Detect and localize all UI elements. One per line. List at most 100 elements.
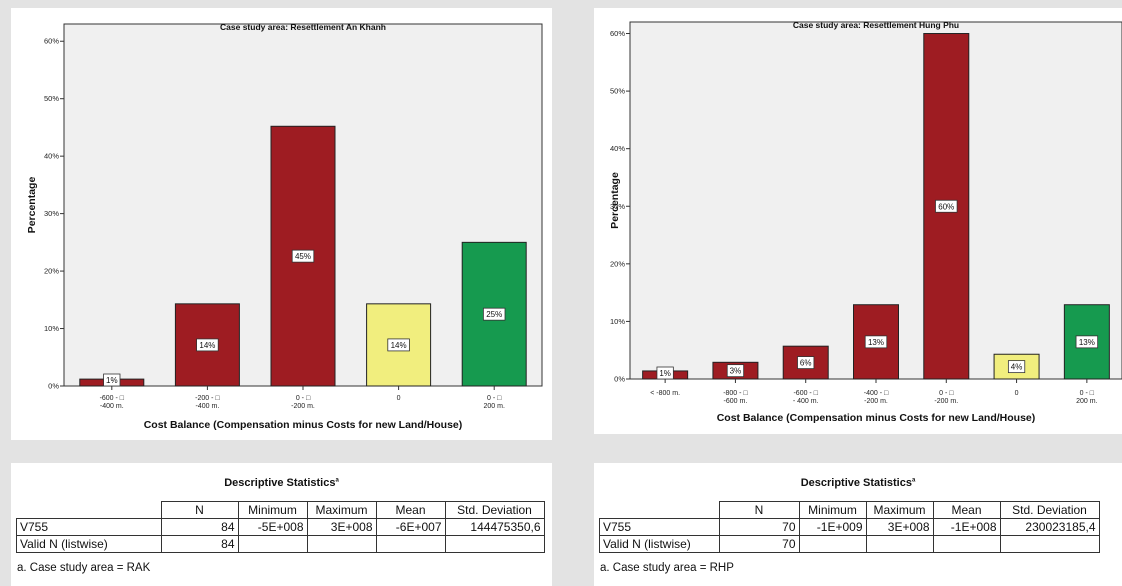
chart-title: Case study area: Resettlement Hung Phu xyxy=(793,20,959,30)
header-cell-std-deviation: Std. Deviation xyxy=(999,501,1100,519)
y-tick-label: 30% xyxy=(610,202,625,211)
x-tick-label: 0 xyxy=(1015,390,1019,397)
x-tick-label: < -800 m. xyxy=(650,390,680,397)
x-tick-label: -800 - □ xyxy=(723,390,748,397)
y-tick-label: 40% xyxy=(44,152,59,161)
cell-maximum xyxy=(306,535,377,553)
data-label: 1% xyxy=(659,369,671,378)
cell-minimum xyxy=(798,535,867,553)
data-label: 6% xyxy=(800,359,812,368)
y-tick-label: 50% xyxy=(44,94,59,103)
chart-panel-an-khanh: Case study area: Resettlement An Khanh 0%… xyxy=(11,8,552,440)
data-label: 4% xyxy=(1011,363,1023,372)
table-footnote: a. Case study area = RHP xyxy=(600,562,734,574)
data-label-box xyxy=(1007,360,1026,374)
data-label: 25% xyxy=(486,310,502,319)
cell-std-deviation xyxy=(999,535,1100,553)
data-label: 14% xyxy=(391,341,407,350)
descriptive-statistics-table: N Minimum Maximum Mean Std. Deviation V7… xyxy=(16,501,545,553)
header-cell-blank xyxy=(16,501,162,519)
row-label: V755 xyxy=(599,518,720,536)
bar xyxy=(782,345,829,380)
cell-n: 84 xyxy=(160,535,239,553)
row-label: Valid N (listwise) xyxy=(16,535,162,553)
table-footnote: a. Case study area = RAK xyxy=(17,562,151,574)
cell-n: 84 xyxy=(160,518,239,536)
table-header-row: N Minimum Maximum Mean Std. Deviation xyxy=(16,501,545,519)
x-tick-label: 0 - □ xyxy=(296,395,311,402)
cell-mean xyxy=(932,535,1001,553)
cell-maximum xyxy=(865,535,934,553)
data-label: 13% xyxy=(1079,338,1095,347)
x-tick-label: 0 - □ xyxy=(487,395,502,402)
x-tick-label: - 400 m. xyxy=(793,398,819,405)
x-axis-label: Cost Balance (Compensation minus Costs f… xyxy=(144,419,463,431)
x-tick-label: -200 m. xyxy=(291,403,315,410)
chart-panel-hung-phu: Case study area: Resettlement Hung Phu 0%… xyxy=(594,8,1122,434)
stats-panel-rhp: Descriptive Statisticsa N Minimum Maximu… xyxy=(594,463,1122,586)
data-label-box xyxy=(387,338,410,352)
header-cell-minimum: Minimum xyxy=(798,501,867,519)
y-tick-label: 20% xyxy=(610,259,625,268)
y-axis-label: Percentage xyxy=(609,172,621,229)
data-label: 14% xyxy=(199,341,215,350)
cell-minimum xyxy=(237,535,308,553)
descriptive-statistics-table: N Minimum Maximum Mean Std. Deviation V7… xyxy=(599,501,1100,553)
header-cell-mean: Mean xyxy=(932,501,1001,519)
x-tick-label: -600 m. xyxy=(724,398,748,405)
header-cell-minimum: Minimum xyxy=(237,501,308,519)
x-tick-label: 0 xyxy=(397,395,401,402)
x-tick-label: -400 m. xyxy=(196,403,220,410)
cell-minimum: -5E+008 xyxy=(237,518,308,536)
x-tick-label: 200 m. xyxy=(1076,398,1097,405)
bar-chart-an-khanh: Case study area: Resettlement An Khanh 0%… xyxy=(26,22,543,431)
y-tick-label: 10% xyxy=(44,324,59,333)
x-tick-label: 0 - □ xyxy=(939,390,954,397)
header-cell-maximum: Maximum xyxy=(306,501,377,519)
header-cell-blank xyxy=(599,501,720,519)
stats-title: Descriptive Statisticsa xyxy=(224,477,339,489)
stats-title: Descriptive Statisticsa xyxy=(800,477,916,489)
x-tick-label: 0 - □ xyxy=(1080,390,1095,397)
y-tick-label: 50% xyxy=(610,87,625,96)
x-tick-label: -200 m. xyxy=(934,398,958,405)
data-label-box xyxy=(1075,335,1099,349)
data-label-box xyxy=(482,307,506,321)
bar xyxy=(923,33,970,380)
y-tick-label: 20% xyxy=(44,267,59,276)
cell-std-deviation: 144475350,6 xyxy=(444,518,545,536)
header-cell-n: N xyxy=(160,501,239,519)
x-tick-label: -400 - □ xyxy=(864,390,889,397)
x-tick-label: -400 m. xyxy=(100,403,124,410)
data-label: 60% xyxy=(938,202,954,211)
cell-maximum: 3E+008 xyxy=(306,518,377,536)
y-tick-label: 0% xyxy=(614,375,625,384)
data-label-box xyxy=(935,199,958,213)
data-label-box xyxy=(864,335,888,349)
cell-n: 70 xyxy=(718,535,800,553)
data-label-box xyxy=(797,356,815,369)
table-row: Valid N (listwise) 70 xyxy=(599,535,1100,553)
data-label-box xyxy=(291,249,315,263)
header-cell-n: N xyxy=(718,501,800,519)
table-row: V755 84 -5E+008 3E+008 -6E+007 144475350… xyxy=(16,518,545,536)
cell-mean xyxy=(375,535,446,553)
stats-panel-rak: Descriptive Statisticsa N Minimum Maximu… xyxy=(11,463,552,586)
x-tick-label: -600 - □ xyxy=(100,395,125,402)
cell-n: 70 xyxy=(718,518,800,536)
row-label: Valid N (listwise) xyxy=(599,535,720,553)
y-tick-label: 60% xyxy=(610,29,625,38)
cell-std-deviation: 230023185,4 xyxy=(999,518,1100,536)
cell-std-deviation xyxy=(444,535,545,553)
header-cell-std-deviation: Std. Deviation xyxy=(444,501,545,519)
header-cell-maximum: Maximum xyxy=(865,501,934,519)
x-tick-label: -600 - □ xyxy=(793,390,818,397)
cell-mean: -6E+007 xyxy=(375,518,446,536)
bar-chart-hung-phu: Case study area: Resettlement Hung Phu 0%… xyxy=(609,20,1122,424)
data-label-box xyxy=(726,364,745,378)
data-label: 3% xyxy=(730,367,742,376)
chart-title: Case study area: Resettlement An Khanh xyxy=(220,22,386,32)
x-tick-label: -200 m. xyxy=(864,398,888,405)
data-label-box xyxy=(196,338,219,352)
cell-minimum: -1E+009 xyxy=(798,518,867,536)
